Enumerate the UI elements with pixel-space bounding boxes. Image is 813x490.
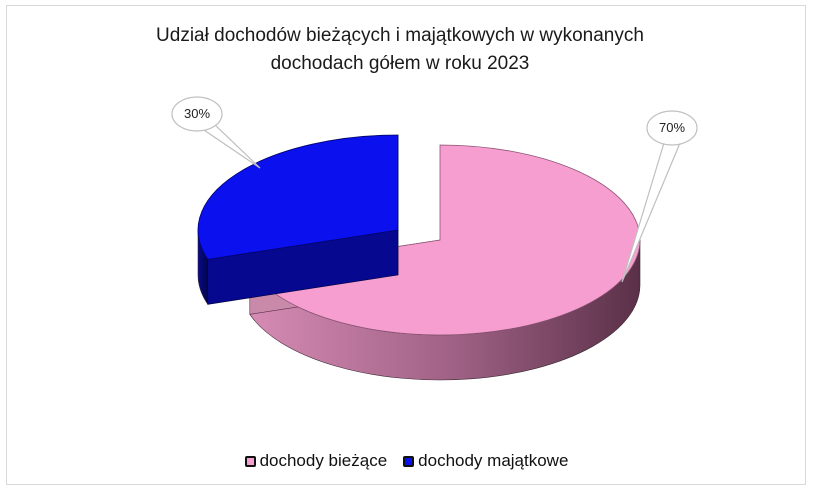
chart-title: Udział dochodów bieżących i majątkowych … bbox=[0, 22, 800, 78]
legend: dochody bieżące dochody majątkowe bbox=[0, 451, 813, 471]
data-label-property-income: 30% bbox=[184, 106, 210, 121]
callout-pointer-property-income bbox=[200, 122, 261, 169]
slice-current-income bbox=[249, 144, 641, 336]
legend-item-current-income: dochody bieżące bbox=[244, 451, 388, 471]
data-label-current-income: 70% bbox=[659, 120, 685, 135]
legend-swatch-property-income bbox=[403, 455, 415, 467]
callout-bubble-property-income bbox=[171, 96, 223, 132]
chart-title-line-2: dochodach gółem w roku 2023 bbox=[270, 53, 530, 74]
callout-pointer-current-income bbox=[621, 142, 681, 283]
chart-title-line-1: Udział dochodów bieżących i majątkowych … bbox=[156, 25, 644, 46]
legend-swatch-current-income bbox=[244, 455, 256, 467]
legend-label-property-income: dochody majątkowe bbox=[418, 451, 569, 470]
callout-bubble-current-income bbox=[646, 110, 698, 146]
slice-property-income bbox=[197, 134, 399, 260]
legend-label-current-income: dochody bieżące bbox=[259, 451, 388, 470]
legend-item-property-income: dochody majątkowe bbox=[403, 451, 568, 471]
